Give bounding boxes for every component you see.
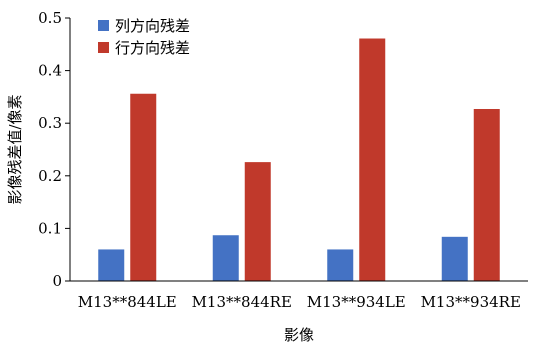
x-category-label: M13**934LE xyxy=(307,293,406,311)
legend-swatch xyxy=(98,42,109,53)
x-category-label: M13**844RE xyxy=(192,293,292,311)
y-tick-label: 0.2 xyxy=(38,167,62,185)
bar-row-residual xyxy=(130,93,157,281)
bar-column-residual xyxy=(441,236,468,281)
y-tick-label: 0.4 xyxy=(38,62,62,80)
y-tick-label: 0.1 xyxy=(38,219,62,237)
bar-column-residual xyxy=(212,235,239,281)
plot-area xyxy=(98,38,500,281)
legend-label: 列方向残差 xyxy=(115,17,190,35)
bar-column-residual xyxy=(98,249,125,281)
y-tick-label: 0.5 xyxy=(38,9,62,27)
x-axis-categories: M13**844LE M13**844RE M13**934LE M13**934RE xyxy=(78,293,521,311)
bar-row-residual xyxy=(473,108,500,281)
bar-row-residual xyxy=(359,38,386,281)
legend-label: 行方向残差 xyxy=(115,39,190,57)
y-axis-ticks: 0 0.1 0.2 0.3 0.4 0.5 xyxy=(38,9,70,290)
y-tick-label: 0 xyxy=(52,272,62,290)
x-category-label: M13**934RE xyxy=(421,293,521,311)
bar-row-residual xyxy=(244,162,271,281)
x-axis-title: 影像 xyxy=(284,326,314,344)
x-category-label: M13**844LE xyxy=(78,293,177,311)
y-axis-title: 影像残差值/像素 xyxy=(6,94,24,204)
y-tick-label: 0.3 xyxy=(38,114,62,132)
bar-column-residual xyxy=(327,249,354,281)
legend-swatch xyxy=(98,20,109,31)
